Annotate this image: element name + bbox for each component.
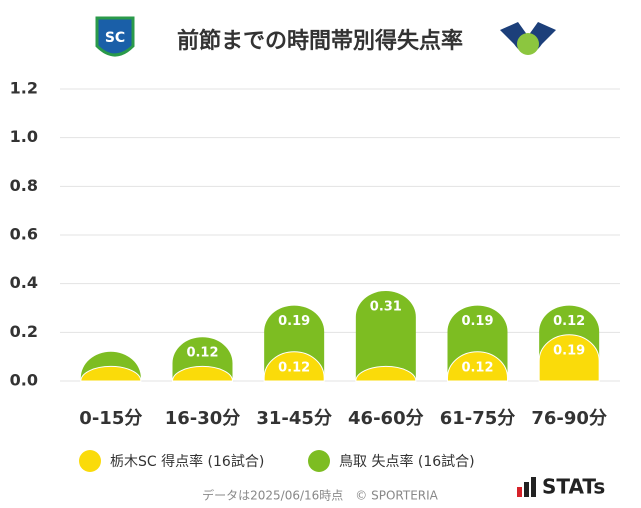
value-label: 0.12: [186, 346, 218, 361]
legend-swatch: [79, 450, 101, 472]
brand: STATs: [542, 475, 605, 499]
away-logo: [500, 22, 556, 55]
x-tick-label: 61-75分: [440, 408, 516, 429]
bar-segment: [80, 365, 142, 382]
bar-segment: [355, 290, 416, 381]
x-tick-label: 76-90分: [531, 408, 607, 429]
chart-title: 前節までの時間帯別得失点率: [177, 28, 463, 54]
value-label: 0.31: [370, 299, 402, 314]
y-tick-label: 0.4: [10, 273, 38, 292]
x-tick-label: 0-15分: [79, 408, 142, 429]
bar-segment: [263, 351, 325, 382]
y-tick-label: 0.8: [10, 176, 38, 195]
value-label: 0.19: [553, 343, 585, 358]
x-tick-label: 31-45分: [256, 408, 332, 429]
svg-text:SC: SC: [105, 30, 125, 46]
y-tick-label: 1.2: [10, 79, 38, 98]
value-label: 0.19: [461, 314, 493, 329]
x-tick-label: 16-30分: [165, 408, 241, 429]
home-logo: SC: [95, 16, 135, 57]
legend-label: 栃木SC 得点率 (16試合): [110, 453, 264, 470]
legend-swatch: [308, 450, 330, 472]
y-tick-label: 0.6: [10, 225, 38, 244]
bar-segment: [171, 365, 234, 382]
x-tick-label: 46-60分: [348, 408, 424, 429]
bar-segment: [447, 351, 508, 382]
value-label: 0.19: [278, 314, 310, 329]
bar-segment: [538, 334, 600, 382]
y-tick-label: 0.2: [10, 322, 38, 341]
value-label: 0.12: [461, 360, 493, 375]
bar-segment: [355, 365, 417, 382]
y-tick-label: 0.0: [10, 371, 38, 390]
legend-label: 鳥取 失点率 (16試合): [339, 453, 475, 470]
footnote: データは2025/06/16時点 © SPORTERIA: [202, 488, 439, 503]
y-tick-label: 1.0: [10, 127, 38, 146]
brand-logo: STATs: [517, 475, 605, 499]
value-label: 0.12: [278, 360, 310, 375]
value-label: 0.12: [553, 314, 585, 329]
